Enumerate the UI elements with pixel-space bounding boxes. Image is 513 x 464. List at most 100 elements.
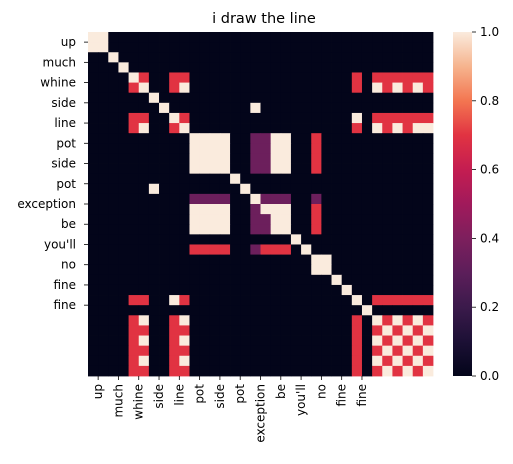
heatmap-cell bbox=[372, 254, 383, 266]
heatmap-cell bbox=[260, 355, 272, 367]
heatmap-cell bbox=[372, 325, 383, 336]
heatmap-cell bbox=[412, 32, 424, 43]
heatmap-cell bbox=[301, 42, 312, 53]
heatmap-cell bbox=[230, 52, 241, 63]
heatmap-cell bbox=[199, 254, 211, 266]
heatmap-cell bbox=[361, 244, 373, 255]
x-tick-label: much bbox=[111, 384, 125, 418]
heatmap-cell bbox=[270, 315, 282, 326]
heatmap-cell bbox=[331, 102, 343, 114]
heatmap-cell bbox=[138, 365, 150, 377]
heatmap-cell bbox=[361, 143, 373, 154]
heatmap-cell bbox=[412, 224, 424, 235]
heatmap-cell bbox=[148, 274, 160, 286]
heatmap-cell bbox=[351, 315, 363, 326]
heatmap-cell bbox=[179, 315, 190, 326]
heatmap-cell bbox=[321, 183, 332, 195]
heatmap-cell bbox=[402, 345, 414, 357]
y-tick-label: no bbox=[61, 258, 76, 272]
heatmap-cell bbox=[361, 62, 373, 73]
heatmap-cell bbox=[402, 365, 414, 377]
heatmap-cell bbox=[199, 365, 211, 377]
heatmap-cell bbox=[422, 62, 434, 73]
heatmap-cell bbox=[260, 264, 272, 276]
heatmap-cell bbox=[280, 325, 292, 336]
heatmap-cell bbox=[331, 264, 343, 276]
heatmap-cell bbox=[189, 143, 201, 154]
heatmap-cell bbox=[219, 234, 231, 245]
heatmap-cell bbox=[351, 325, 363, 336]
heatmap-cell bbox=[138, 214, 150, 225]
heatmap-cell bbox=[382, 244, 393, 255]
heatmap-cell bbox=[219, 315, 231, 326]
heatmap-cell bbox=[331, 345, 343, 357]
heatmap-cell bbox=[331, 143, 343, 154]
heatmap-cell bbox=[199, 284, 211, 296]
heatmap-cell bbox=[169, 32, 180, 43]
heatmap-cell bbox=[402, 102, 414, 114]
heatmap-cell bbox=[159, 274, 170, 286]
heatmap-cell bbox=[108, 305, 119, 316]
heatmap-cell bbox=[189, 163, 201, 175]
heatmap-cell bbox=[219, 173, 231, 185]
heatmap-cell bbox=[311, 163, 322, 175]
heatmap-cell bbox=[341, 305, 353, 316]
heatmap-cell bbox=[372, 264, 383, 276]
heatmap-cell bbox=[209, 224, 221, 235]
heatmap-cell bbox=[382, 193, 393, 205]
heatmap-cell bbox=[148, 254, 160, 266]
heatmap-cell bbox=[270, 42, 282, 53]
heatmap-cell bbox=[290, 254, 302, 266]
heatmap-cell bbox=[422, 355, 434, 367]
heatmap-cell bbox=[108, 42, 119, 53]
heatmap-cell bbox=[270, 274, 282, 286]
heatmap-cell bbox=[108, 234, 119, 245]
heatmap-cell bbox=[402, 112, 414, 124]
heatmap-cell bbox=[138, 193, 150, 205]
heatmap-cell bbox=[331, 284, 343, 296]
heatmap-cell bbox=[260, 52, 272, 63]
heatmap-cell bbox=[402, 52, 414, 63]
heatmap-cell bbox=[372, 345, 383, 357]
heatmap-cell bbox=[341, 355, 353, 367]
heatmap-cell bbox=[219, 193, 231, 205]
heatmap-cell bbox=[422, 325, 434, 336]
heatmap-cell bbox=[422, 224, 434, 235]
heatmap-cell bbox=[138, 82, 150, 94]
heatmap-cell bbox=[230, 163, 241, 175]
heatmap-cell bbox=[148, 102, 160, 114]
heatmap-cell bbox=[179, 264, 190, 276]
heatmap-cell bbox=[361, 214, 373, 225]
heatmap-cell bbox=[230, 345, 241, 357]
heatmap-cell bbox=[219, 305, 231, 316]
heatmap-cell bbox=[199, 72, 211, 83]
heatmap-cell bbox=[240, 42, 251, 53]
heatmap-cell bbox=[260, 183, 272, 195]
heatmap-cell bbox=[98, 335, 109, 347]
heatmap-cell bbox=[392, 355, 403, 367]
heatmap-cell bbox=[311, 214, 322, 225]
heatmap-cell bbox=[88, 345, 99, 357]
heatmap-cell bbox=[301, 325, 312, 336]
heatmap-cell bbox=[230, 264, 241, 276]
heatmap-cell bbox=[179, 325, 190, 336]
heatmap-cell bbox=[169, 62, 180, 73]
heatmap-cell bbox=[108, 32, 119, 43]
heatmap-cell bbox=[311, 224, 322, 235]
y-tick-label: line bbox=[54, 116, 76, 130]
heatmap-cell bbox=[351, 153, 363, 164]
heatmap-cell bbox=[209, 123, 221, 134]
heatmap-cell bbox=[199, 42, 211, 53]
heatmap-cell bbox=[189, 102, 201, 114]
heatmap-cell bbox=[159, 244, 170, 255]
x-tick-label: no bbox=[314, 384, 328, 399]
heatmap-cell bbox=[128, 315, 140, 326]
heatmap-cell bbox=[209, 82, 221, 94]
heatmap-cell bbox=[159, 254, 170, 266]
heatmap-cell bbox=[422, 345, 434, 357]
heatmap-cell bbox=[270, 214, 282, 225]
heatmap-cell bbox=[351, 123, 363, 134]
heatmap-cell bbox=[331, 214, 343, 225]
heatmap-cell bbox=[169, 42, 180, 53]
heatmap-cell bbox=[179, 62, 190, 73]
